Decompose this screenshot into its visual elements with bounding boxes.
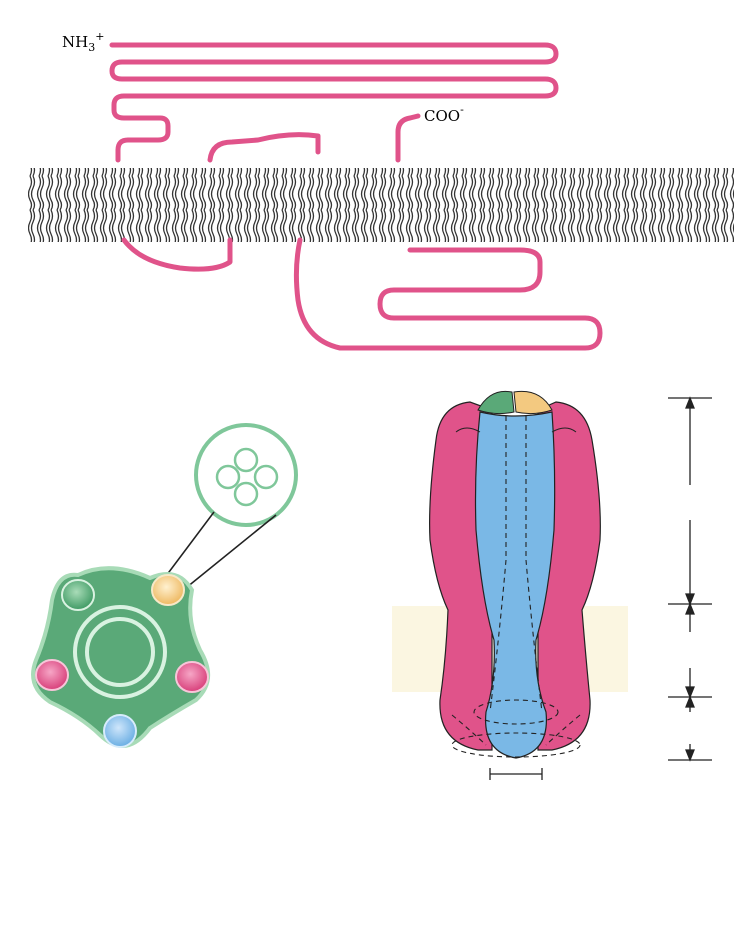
dimension-markers [489,396,712,780]
subunit-alpha-left [35,659,69,691]
alpha1-subunit-chain [109,42,603,351]
receptor-pentamer [31,566,210,748]
gamma-cap [477,390,515,415]
pore-magnified-inset [194,423,298,527]
subunit-beta [103,714,137,748]
figure-caption-title [0,812,746,834]
subunit-delta [151,574,185,606]
lipid-bilayer [28,168,734,242]
subunit-gamma [61,579,95,611]
delta-cap [513,390,553,415]
panel-c [392,390,712,780]
channel-dashed-lines [451,416,581,758]
central-pore-inner-ring [85,617,155,687]
central-pore-outer-ring [73,605,167,699]
inset-subunit-circle [233,447,259,473]
inset-subunit-circle [233,481,259,507]
inset-subunit-circle [215,464,241,490]
subunit-alpha-right [175,661,209,693]
c-terminus-label: COO- [424,103,464,125]
beta-subunit [474,411,556,759]
panel-a: NH3+ COO- [28,30,734,351]
panel-b [31,423,298,748]
inset-subunit-circle [253,464,279,490]
n-terminus-label: NH3+ [62,30,104,54]
zoom-line [175,514,277,597]
